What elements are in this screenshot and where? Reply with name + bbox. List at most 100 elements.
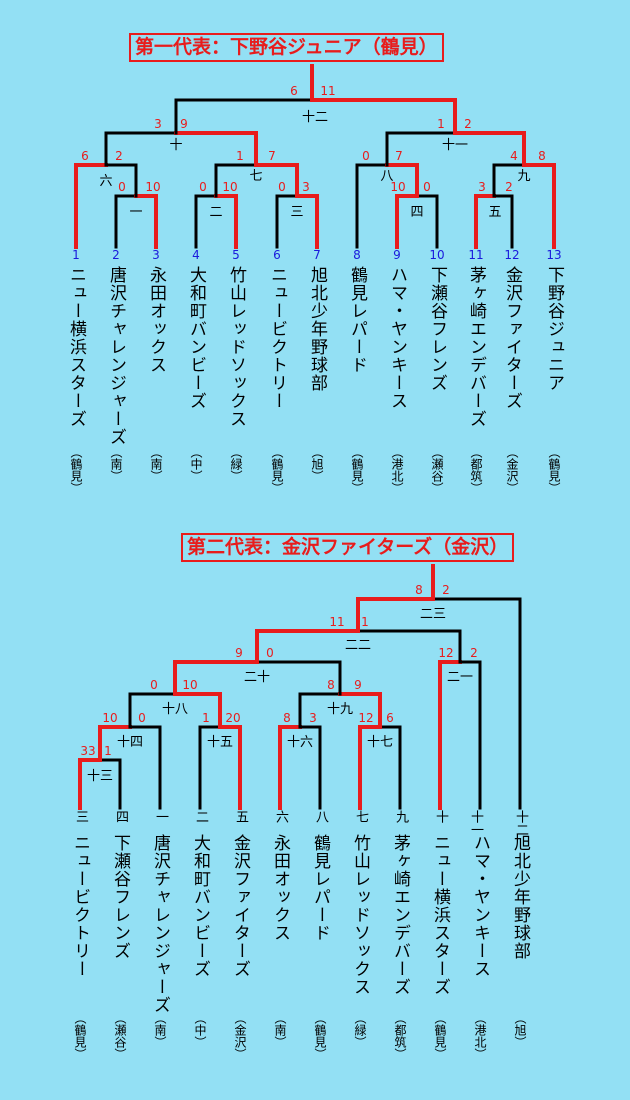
- seed-number: 11: [468, 248, 484, 262]
- bracket1-line: [492, 194, 514, 249]
- seed-label: 七: [353, 810, 368, 823]
- score: 10: [390, 180, 405, 194]
- bracket1-scores: 0 10 0 10 0 3 10 0 3 2 6 2 1 7 0 7 4 8 3…: [81, 84, 546, 194]
- team-name: 金沢ファイターズ: [230, 834, 250, 978]
- seed-label: 十: [433, 810, 448, 823]
- seed-number: 2: [112, 248, 120, 262]
- bracket2-line: [255, 660, 342, 696]
- team-region: （瀬谷）: [430, 446, 444, 494]
- team-region: （緑）: [353, 1012, 367, 1048]
- bracket1-title: 第一代表：下野谷ジュニア（鶴見）: [129, 33, 444, 62]
- team-name: 鶴見レパード: [347, 266, 367, 374]
- seed-number: 12: [504, 248, 520, 262]
- score: 0: [199, 180, 207, 194]
- game-label: 十九: [326, 702, 353, 717]
- score: 1: [361, 615, 369, 629]
- bracket2-line: [298, 725, 322, 810]
- team-region: （都筑）: [393, 1012, 407, 1060]
- score: 0: [138, 711, 146, 725]
- team-name: ニュー横浜スターズ: [430, 834, 450, 996]
- score: 7: [395, 149, 403, 163]
- team-name: 大和町バンビーズ: [186, 266, 206, 410]
- game-label: 二一: [446, 670, 473, 685]
- bracket1-line: [453, 131, 526, 167]
- game-label: 二三: [419, 607, 446, 622]
- bracket1-line: [134, 194, 158, 249]
- score: 9: [235, 646, 243, 660]
- team-name: 永田オックス: [146, 266, 166, 374]
- team-name: 永田オックス: [270, 834, 290, 942]
- seed-number: 4: [192, 248, 200, 262]
- bracket2-line: [173, 692, 222, 729]
- team-region: （港北）: [390, 446, 404, 494]
- game-label: 十五: [206, 735, 233, 750]
- game-label: 一: [129, 205, 143, 220]
- team-name: 旭北少年野球部: [307, 266, 327, 392]
- game-label: 十三: [86, 769, 113, 784]
- bracket1-line: [214, 163, 258, 198]
- bracket1-line: [104, 163, 138, 198]
- team-name: 下瀬谷フレンズ: [110, 834, 130, 960]
- score: 3: [302, 180, 310, 194]
- bracket2-line: [378, 725, 402, 810]
- score: 0: [278, 180, 286, 194]
- bracket1-line: [385, 131, 457, 167]
- bracket1-line: [214, 194, 238, 249]
- seed-number: 6: [273, 248, 281, 262]
- team-region: （旭）: [513, 1012, 527, 1048]
- score: 9: [180, 117, 188, 131]
- game-label: 十四: [116, 735, 143, 750]
- team-region: （金沢）: [233, 1012, 247, 1060]
- team-region: （鶴見）: [547, 446, 561, 494]
- seed-number: 1: [72, 248, 80, 262]
- team-region: （中）: [189, 446, 203, 482]
- bracket1-line: [254, 163, 299, 198]
- game-label: 六: [99, 174, 113, 189]
- game-label: 八: [380, 169, 394, 184]
- seed-number: 9: [393, 248, 401, 262]
- bracket2-line: [255, 629, 360, 664]
- score: 3: [154, 117, 162, 131]
- bracket1-line: [174, 131, 258, 167]
- team-name: 旭北少年野球部: [510, 834, 530, 960]
- team-region: （中）: [193, 1012, 207, 1048]
- team-name: 茅ヶ崎エンデバーズ: [466, 266, 486, 428]
- team-name: 竹山レッドソックス: [350, 834, 370, 996]
- bracket2-line: [298, 692, 342, 729]
- score: 0: [266, 646, 274, 660]
- score: 1: [236, 149, 244, 163]
- seed-number: 5: [232, 248, 240, 262]
- bracket1-line: [395, 194, 419, 249]
- bracket2-line: [173, 660, 259, 696]
- game-label: 二: [209, 205, 223, 220]
- score: 6: [81, 149, 89, 163]
- score: 33: [80, 744, 95, 758]
- score: 2: [115, 149, 123, 163]
- team-name: ニュー横浜スターズ: [66, 266, 86, 428]
- team-region: （緑）: [229, 446, 243, 482]
- seed-label: 一: [153, 810, 168, 823]
- team-name: ハマ・ヤンキース: [387, 266, 407, 410]
- score: 8: [415, 583, 423, 597]
- score: 0: [118, 180, 126, 194]
- team-name: 茅ヶ崎エンデバーズ: [390, 834, 410, 996]
- game-label: 九: [517, 169, 531, 184]
- team-name: 下野谷ジュニア: [544, 266, 564, 392]
- team-name: 大和町バンビーズ: [190, 834, 210, 978]
- bracket1-line: [104, 131, 178, 167]
- bracket1-line: [385, 163, 419, 198]
- game-label: 二十: [243, 670, 270, 685]
- game-label: 十: [169, 138, 183, 153]
- seed-label: 五: [233, 810, 248, 823]
- seed-number: 8: [353, 248, 361, 262]
- bracket1-line: [492, 163, 526, 198]
- score: 8: [538, 149, 546, 163]
- team-region: （旭）: [310, 446, 324, 482]
- score: 10: [102, 711, 117, 725]
- bracket2-line: [438, 660, 462, 810]
- seed-label: 八: [313, 810, 328, 823]
- score: 2: [470, 646, 478, 660]
- seed-number: 10: [429, 248, 445, 262]
- score: 1: [104, 744, 112, 758]
